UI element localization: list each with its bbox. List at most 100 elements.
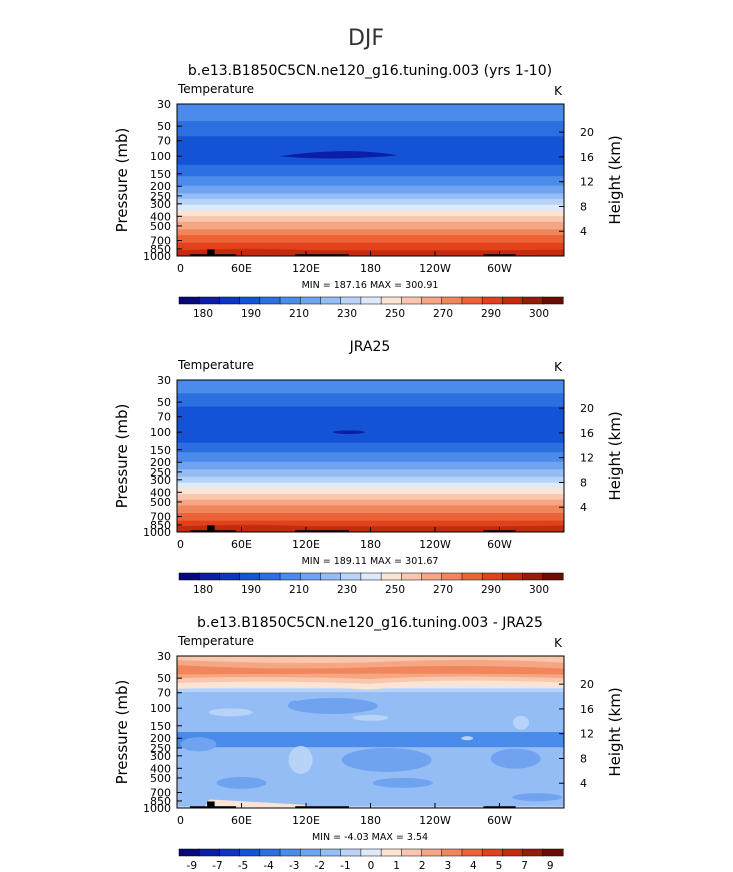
x-tick-label: 0 [177, 538, 184, 551]
colorbar-swatch [481, 296, 503, 305]
contour-band [177, 237, 564, 240]
contour-band [177, 709, 564, 712]
contour-band [177, 724, 564, 727]
y-tick-label: 50 [157, 672, 171, 685]
contour-band [177, 463, 564, 467]
contour-band [177, 711, 564, 714]
contour-band [177, 429, 564, 432]
contour-band [177, 690, 564, 693]
panel-title: JRA25 [349, 339, 391, 355]
x-tick-label: 120W [419, 262, 451, 275]
negative-contour [216, 776, 267, 789]
y-axis-title: Pressure (mb) [113, 404, 131, 509]
contour-band [177, 771, 564, 775]
contour-band [177, 484, 564, 487]
x-tick-label: 0 [177, 814, 184, 827]
colorbar-swatch [441, 296, 463, 305]
contour-band [177, 781, 564, 784]
colorbar-swatch [198, 848, 220, 857]
x-tick-label: 120W [419, 814, 451, 827]
contour-band [177, 733, 564, 737]
x-tick-label: 60E [231, 262, 252, 275]
contour-band [177, 695, 564, 699]
colorbar-label: 190 [241, 584, 261, 596]
negative-contour [341, 747, 432, 772]
y-tick-label: 150 [150, 168, 171, 181]
colorbar-label: 180 [193, 308, 213, 320]
colorbar: -9 -7 -5 -4 -3 -2 -1 0 1 2 3 4 5 7 9 [178, 848, 564, 872]
contour-band [177, 109, 564, 113]
contour-band [177, 773, 564, 777]
variable-label: Temperature [177, 82, 254, 96]
colorbar-swatch [300, 296, 322, 305]
contour-band [177, 777, 564, 781]
contour-band [177, 193, 564, 196]
colorbar-swatch [401, 572, 423, 581]
contour-band [177, 688, 564, 691]
contour-band [177, 242, 564, 246]
colorbar-label: -9 [187, 860, 197, 872]
contour-band [177, 162, 564, 166]
contour-band [177, 210, 564, 213]
y-axis-title-right: Height (km) [606, 411, 624, 500]
contour-band [177, 454, 564, 457]
colorbar-swatch [502, 296, 524, 305]
contour-band [177, 511, 564, 514]
contour-band [177, 393, 564, 396]
units-label: K [554, 636, 563, 650]
contour-band [177, 240, 564, 244]
contour-band [177, 743, 564, 746]
contour-band [177, 501, 564, 505]
contour-band [177, 444, 564, 448]
colorbar-swatch [380, 572, 402, 581]
colorbar-swatch [300, 572, 322, 581]
contour-band [177, 121, 564, 124]
contour-band [177, 176, 564, 179]
contour-band [177, 202, 564, 206]
contour-band [177, 221, 564, 225]
contour-band [177, 402, 564, 406]
colorbar-swatch [542, 572, 564, 581]
colorbar-swatch [320, 572, 342, 581]
units-label: K [554, 84, 563, 98]
colorbar-swatch [461, 296, 483, 305]
contour-band [177, 720, 564, 724]
colorbar-swatch [542, 848, 564, 857]
near-zero-contour [288, 745, 313, 774]
colorbar-swatch [219, 572, 241, 581]
contour-band [177, 400, 564, 404]
contour-band [177, 416, 564, 419]
topography-mask [295, 530, 349, 532]
y-tick-label: 250 [150, 742, 171, 755]
contour-band [177, 123, 564, 126]
colorbar-swatch [279, 296, 301, 305]
contour-band [177, 524, 564, 527]
y-tick-label-right: 20 [580, 402, 594, 415]
colorbar-swatch [279, 572, 301, 581]
negative-contour [289, 700, 302, 707]
colorbar-swatch [178, 848, 200, 857]
contour-band [177, 431, 564, 434]
y-tick-label-right: 12 [580, 452, 594, 465]
colorbar-swatch [481, 848, 503, 857]
contour-band [177, 124, 564, 128]
y-tick-label: 150 [150, 444, 171, 457]
colorbar-swatch [441, 848, 463, 857]
cold-core-contour [279, 151, 398, 159]
y-tick-label-right: 4 [580, 501, 587, 514]
contour-band [177, 737, 564, 741]
contour-band [177, 166, 564, 170]
contour-band [177, 399, 564, 402]
negative-contour [287, 697, 378, 714]
y-tick-label-right: 12 [580, 728, 594, 741]
contour-band [177, 246, 564, 249]
contour-band [177, 465, 564, 468]
min-max-stats: MIN = -4.03 MAX = 3.54 [312, 832, 428, 843]
y-tick-label-right: 8 [580, 752, 587, 765]
contour-band [177, 459, 564, 463]
contour-band [177, 132, 564, 135]
y-tick-label: 300 [150, 750, 171, 763]
contour-band [177, 397, 564, 400]
colorbar-swatch [502, 572, 524, 581]
